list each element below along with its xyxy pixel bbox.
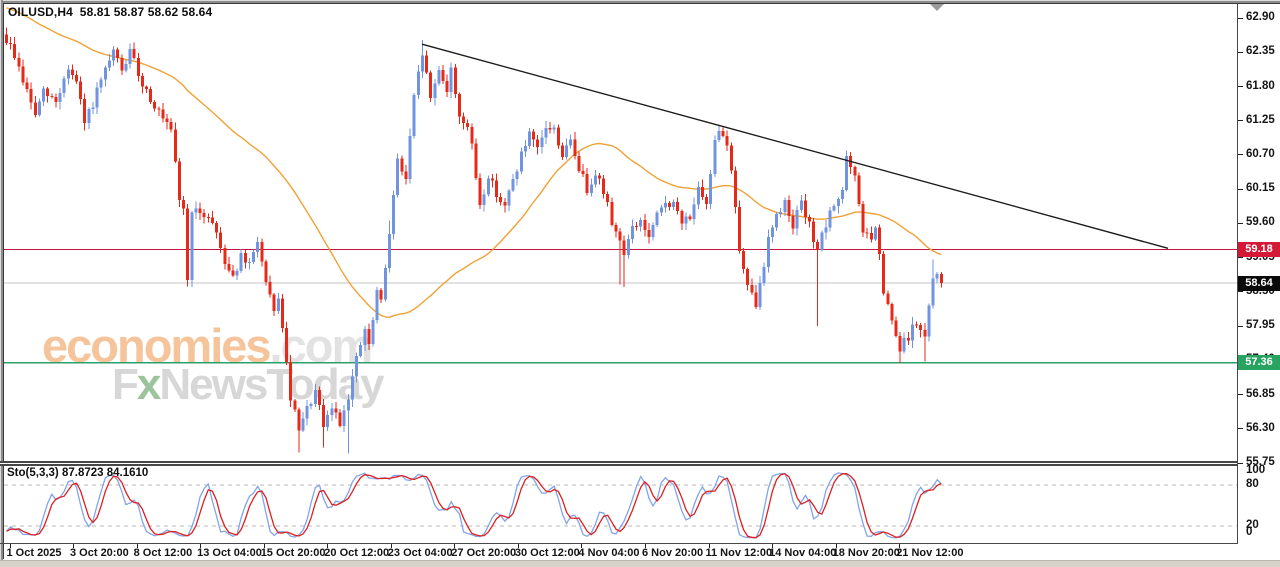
price-tick-label: 57.95: [1246, 319, 1275, 332]
price-tick-mark: [1238, 462, 1243, 464]
time-tick-label: 15 Oct 20:00: [260, 547, 326, 559]
price-tick-mark: [1238, 51, 1243, 53]
price-badge-57.36: 57.36: [1238, 355, 1280, 371]
stochastic-indicator-label: Sto(5,3,3) 87.8723 84.1610: [7, 467, 148, 479]
window-border-left: [0, 0, 1, 567]
pane-splitter[interactable]: [0, 461, 1237, 466]
time-tick-label: 27 Oct 20:00: [451, 547, 517, 559]
price-tick-mark: [1238, 222, 1243, 224]
price-badge-59.18: 59.18: [1238, 242, 1280, 257]
price-tick-label: 61.80: [1246, 79, 1275, 92]
watermark-tagline-f: F: [112, 360, 139, 409]
price-axis[interactable]: 62.9062.3561.8061.2560.7060.1559.6059.05…: [0, 0, 1280, 544]
price-tick-mark: [1238, 154, 1243, 156]
time-tick-mark: [454, 544, 456, 548]
time-tick-mark: [73, 544, 74, 548]
time-tick-mark: [517, 544, 519, 548]
price-tick-mark: [1238, 86, 1243, 87]
time-tick-mark: [9, 544, 11, 548]
price-tick-label: 55.75: [1246, 456, 1275, 468]
time-tick-mark: [327, 544, 329, 548]
time-tick-mark: [263, 544, 265, 548]
time-tick-label: 20 Oct 12:00: [324, 547, 390, 559]
watermark-tagline-x: x: [136, 360, 162, 409]
price-axis-separator: [1237, 3, 1238, 544]
price-tick-label: 61.25: [1246, 113, 1275, 126]
time-tick-mark: [708, 544, 710, 548]
price-tick-label: 56.85: [1246, 387, 1275, 400]
symbol-timeframe: OILUSD,H4: [8, 5, 73, 19]
time-tick-mark: [200, 544, 202, 548]
price-tick-mark: [1238, 394, 1243, 395]
price-tick-mark: [1238, 325, 1243, 327]
chart-title: OILUSD,H4 58.81 58.87 58.62 58.64: [8, 5, 212, 19]
window-border-top: [0, 0, 1280, 1]
time-tick-label: 18 Nov 20:00: [832, 547, 900, 559]
time-tick-label: 3 Oct 20:00: [70, 547, 129, 559]
time-tick-mark: [772, 544, 774, 548]
indicator-pane-bottom-border: [0, 543, 1237, 544]
price-tick-mark: [1238, 188, 1243, 190]
price-tick-mark: [1238, 120, 1243, 122]
stochastic-tick-label: 80: [1246, 478, 1259, 490]
price-tick-label: 60.15: [1246, 182, 1275, 195]
price-tick-mark: [1238, 428, 1243, 430]
price-tick-mark: [1238, 291, 1243, 293]
price-tick-label: 59.60: [1246, 216, 1275, 229]
time-tick-label: 1 Oct 2025: [6, 547, 62, 559]
time-tick-mark: [581, 544, 583, 548]
window-border-left-dark: [1, 0, 3, 567]
bottom-status-strip: [0, 560, 1280, 567]
price-tick-label: 56.30: [1246, 421, 1275, 434]
window-border-left-inner: [3, 3, 4, 559]
stochastic-values: 87.8723 84.1610: [61, 467, 149, 479]
time-tick-mark: [390, 544, 392, 548]
time-tick-label: 11 Nov 12:00: [705, 547, 773, 559]
time-axis[interactable]: 1 Oct 2025 3 Oct 20:00 8 Oct 12:00 13 Oct 0…: [4, 544, 1280, 559]
price-tick-mark: [1238, 257, 1243, 259]
stochastic-name: Sto(5,3,3): [7, 467, 59, 479]
price-tick-label: 60.70: [1246, 147, 1275, 160]
time-tick-label: 21 Nov 12:00: [896, 547, 964, 559]
ohlc-quote: 58.81 58.87 58.62 58.64: [79, 5, 213, 19]
time-tick-mark: [899, 544, 901, 548]
window-border-top-inner: [0, 3, 1280, 4]
price-tick-mark: [1238, 17, 1243, 19]
stochastic-tick-label: 100: [1246, 464, 1266, 477]
price-tick-label: 62.90: [1246, 11, 1275, 23]
time-tick-label: 14 Nov 04:00: [769, 547, 837, 559]
price-tick-label: 62.35: [1246, 45, 1275, 58]
time-tick-label: 4 Nov 04:00: [578, 547, 640, 559]
time-tick-label: 6 Nov 20:00: [642, 547, 704, 559]
stochastic-tick-label: 20: [1246, 519, 1259, 531]
time-tick-mark: [136, 544, 138, 548]
time-tick-label: 13 Oct 04:00: [197, 547, 262, 559]
chart-shift-marker-icon[interactable]: [930, 4, 944, 11]
time-tick-mark: [835, 544, 837, 548]
time-tick-label: 8 Oct 12:00: [133, 547, 193, 559]
time-tick-label: 23 Oct 04:00: [387, 547, 453, 559]
time-tick-mark: [645, 544, 646, 548]
stochastic-tick-label: 0: [1246, 526, 1253, 538]
time-tick-label: 30 Oct 12:00: [514, 547, 580, 559]
price-badge-58.64: 58.64: [1238, 275, 1280, 291]
window-border-top-dark: [0, 1, 1280, 3]
